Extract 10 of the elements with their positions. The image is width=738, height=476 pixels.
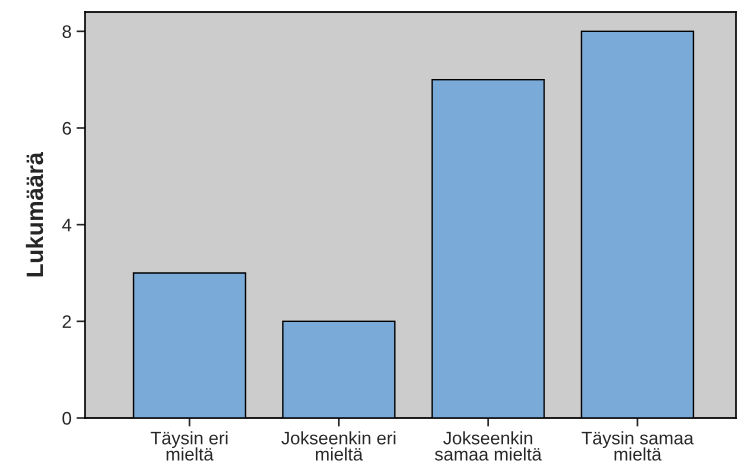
x-tick-label: Jokseenkin eri mieltä xyxy=(281,431,396,461)
x-tick-label: Täysin samaa mieltä xyxy=(582,431,694,461)
y-tick-label: 4 xyxy=(62,218,72,232)
y-tick-label: 8 xyxy=(62,25,72,38)
y-tick-label: 2 xyxy=(62,315,71,328)
x-tick-label: Jokseenkin samaa mieltä xyxy=(434,431,542,461)
x-tick-label: Täysin eri mieltä xyxy=(150,431,228,461)
y-tick-label: 6 xyxy=(62,122,72,135)
y-tick-label: 0 xyxy=(62,412,72,425)
y-axis-title: Lukumäärä xyxy=(26,152,44,276)
